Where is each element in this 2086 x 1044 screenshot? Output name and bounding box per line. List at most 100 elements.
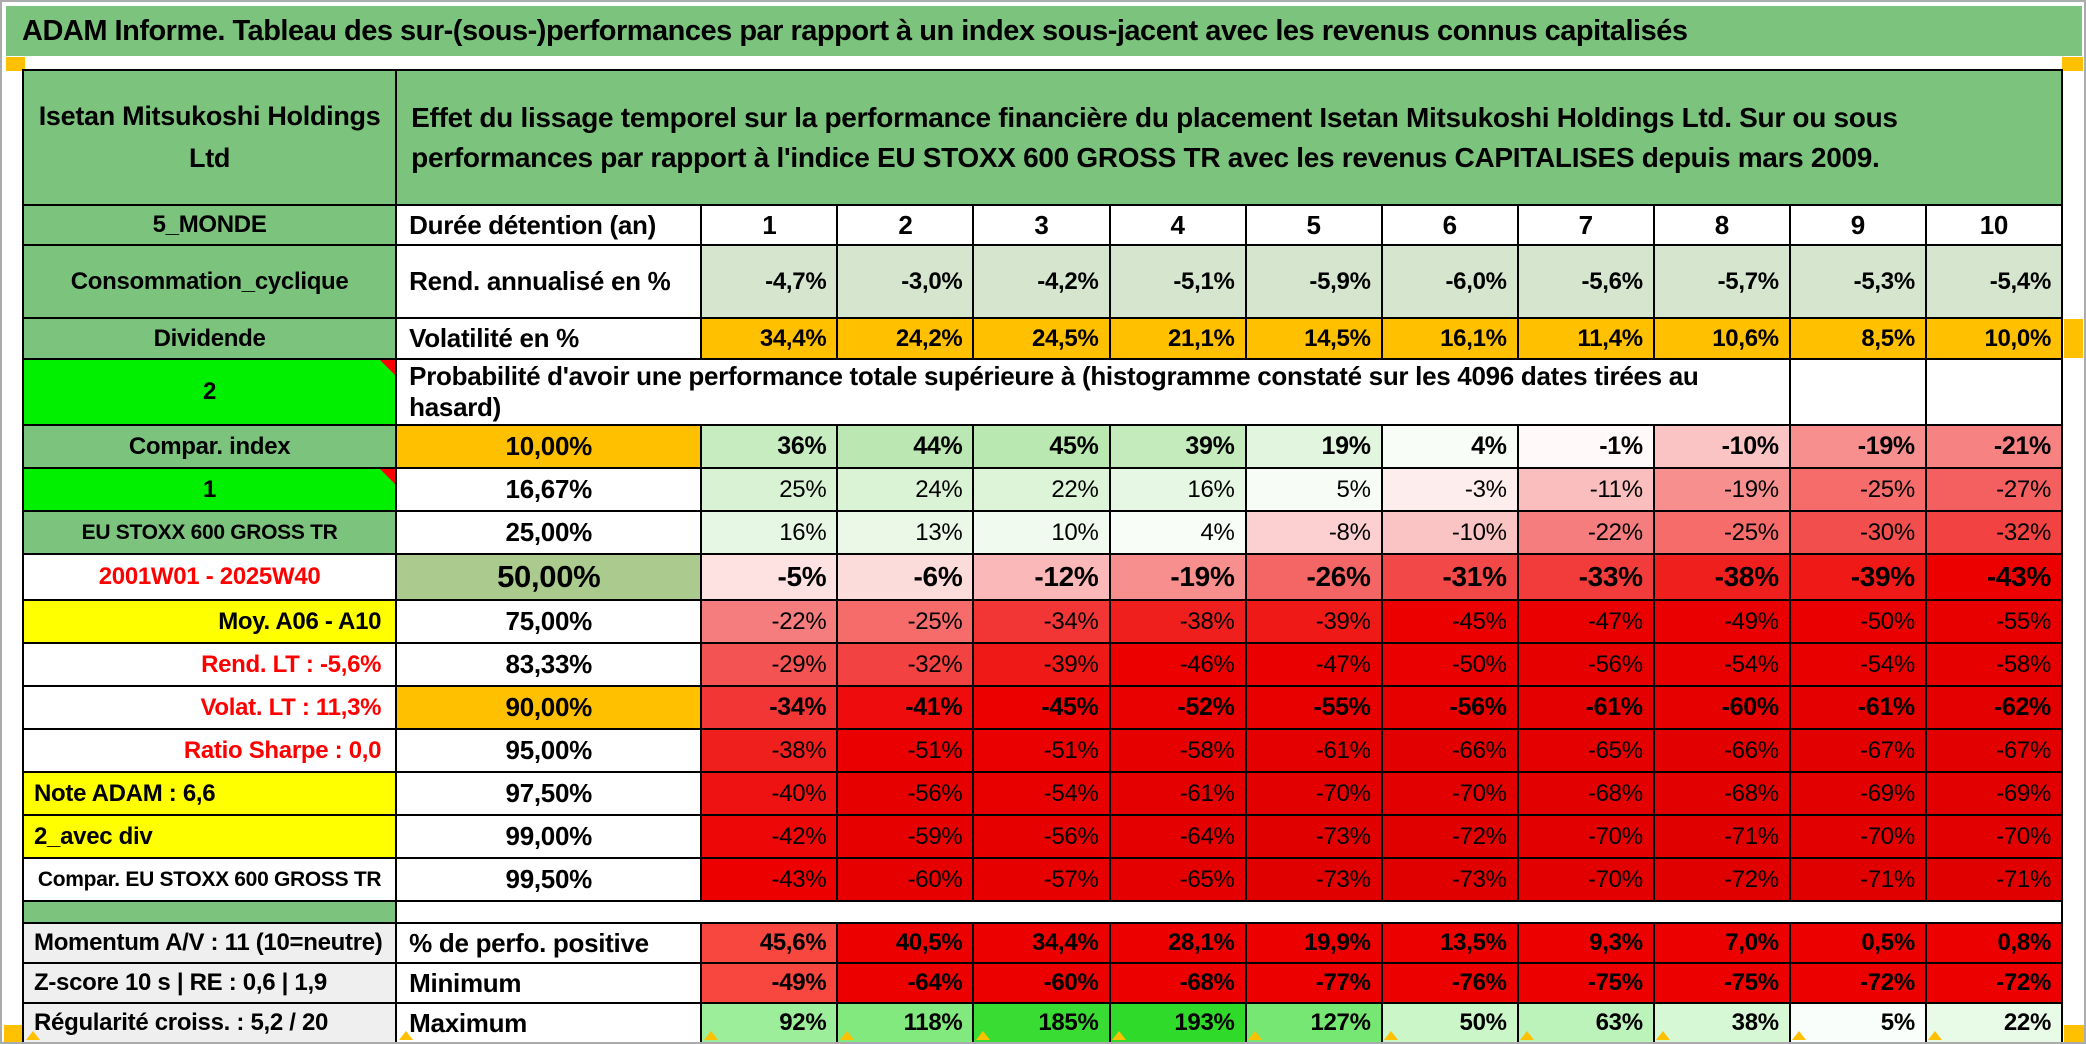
probability-threshold-cell[interactable]: 83,33%: [395, 642, 703, 687]
year-column-header[interactable]: 8: [1652, 204, 1791, 246]
row-label-a[interactable]: 1: [21, 467, 398, 512]
value-cell[interactable]: -3,0%: [836, 244, 975, 319]
row-label-b[interactable]: % de perfo. positive: [395, 922, 703, 964]
value-cell[interactable]: -70%: [1516, 814, 1655, 859]
value-cell[interactable]: -61%: [1788, 685, 1927, 730]
row-label-a[interactable]: Régularité croiss. : 5,2 / 20: [21, 1002, 398, 1042]
value-cell[interactable]: -71%: [1652, 814, 1791, 859]
value-cell[interactable]: -5,1%: [1108, 244, 1247, 319]
value-cell[interactable]: -47%: [1516, 599, 1655, 644]
value-cell[interactable]: -75%: [1516, 962, 1655, 1004]
value-cell[interactable]: -73%: [1244, 814, 1383, 859]
row-label-b[interactable]: Volatilité en %: [395, 317, 703, 360]
value-cell[interactable]: -58%: [1108, 728, 1247, 773]
value-cell[interactable]: -61%: [1108, 771, 1247, 816]
year-column-header[interactable]: 5: [1244, 204, 1383, 246]
value-cell[interactable]: -65%: [1516, 728, 1655, 773]
value-cell[interactable]: 127%: [1244, 1002, 1383, 1042]
value-cell[interactable]: -6%: [836, 553, 975, 601]
value-cell[interactable]: -34%: [700, 685, 839, 730]
value-cell[interactable]: 10%: [972, 510, 1111, 555]
value-cell[interactable]: -25%: [1788, 467, 1927, 512]
value-cell[interactable]: -19%: [1652, 467, 1791, 512]
value-cell[interactable]: -60%: [972, 962, 1111, 1004]
value-cell[interactable]: -38%: [1652, 553, 1791, 601]
value-cell[interactable]: -51%: [972, 728, 1111, 773]
value-cell[interactable]: -10%: [1652, 424, 1791, 469]
value-cell[interactable]: -12%: [972, 553, 1111, 601]
value-cell[interactable]: -32%: [836, 642, 975, 687]
value-cell[interactable]: -38%: [1108, 599, 1247, 644]
value-cell[interactable]: -46%: [1108, 642, 1247, 687]
probability-threshold-cell[interactable]: 90,00%: [395, 685, 703, 730]
value-cell[interactable]: -61%: [1244, 728, 1383, 773]
row-label-a[interactable]: EU STOXX 600 GROSS TR: [21, 510, 398, 555]
value-cell[interactable]: -69%: [1788, 771, 1927, 816]
value-cell[interactable]: -1%: [1516, 424, 1655, 469]
value-cell[interactable]: -56%: [1380, 685, 1519, 730]
probability-threshold-cell[interactable]: 50,00%: [395, 553, 703, 601]
value-cell[interactable]: -30%: [1788, 510, 1927, 555]
value-cell[interactable]: -49%: [700, 962, 839, 1004]
value-cell[interactable]: -72%: [1924, 962, 2064, 1004]
value-cell[interactable]: 10,0%: [1924, 317, 2064, 360]
value-cell[interactable]: -25%: [1652, 510, 1791, 555]
value-cell[interactable]: -55%: [1244, 685, 1383, 730]
row-label-b[interactable]: Maximum: [395, 1002, 703, 1042]
value-cell[interactable]: 118%: [836, 1002, 975, 1042]
value-cell[interactable]: -29%: [700, 642, 839, 687]
value-cell[interactable]: -68%: [1108, 962, 1247, 1004]
value-cell[interactable]: -77%: [1244, 962, 1383, 1004]
value-cell[interactable]: -43%: [1924, 553, 2064, 601]
value-cell[interactable]: -39%: [1788, 553, 1927, 601]
value-cell[interactable]: 24%: [836, 467, 975, 512]
value-cell[interactable]: -54%: [972, 771, 1111, 816]
year-column-header[interactable]: 7: [1516, 204, 1655, 246]
value-cell[interactable]: -5,7%: [1652, 244, 1791, 319]
value-cell[interactable]: 16,1%: [1380, 317, 1519, 360]
value-cell[interactable]: -8%: [1244, 510, 1383, 555]
value-cell[interactable]: 36%: [700, 424, 839, 469]
row-label-b[interactable]: Rend. annualisé en %: [395, 244, 703, 319]
value-cell[interactable]: -70%: [1924, 814, 2064, 859]
year-column-header[interactable]: 9: [1788, 204, 1927, 246]
value-cell[interactable]: -31%: [1380, 553, 1519, 601]
year-column-header[interactable]: 4: [1108, 204, 1247, 246]
year-column-header[interactable]: 1: [700, 204, 839, 246]
value-cell[interactable]: -27%: [1924, 467, 2064, 512]
value-cell[interactable]: -51%: [836, 728, 975, 773]
value-cell[interactable]: -73%: [1380, 857, 1519, 902]
value-cell[interactable]: -43%: [700, 857, 839, 902]
value-cell[interactable]: -60%: [1652, 685, 1791, 730]
value-cell[interactable]: -4,7%: [700, 244, 839, 319]
value-cell[interactable]: -59%: [836, 814, 975, 859]
value-cell[interactable]: -55%: [1924, 599, 2064, 644]
value-cell[interactable]: 19,9%: [1244, 922, 1383, 964]
value-cell[interactable]: -33%: [1516, 553, 1655, 601]
year-column-header[interactable]: 10: [1924, 204, 2064, 246]
value-cell[interactable]: -11%: [1516, 467, 1655, 512]
value-cell[interactable]: -38%: [700, 728, 839, 773]
row-label-a[interactable]: Volat. LT : 11,3%: [21, 685, 398, 730]
value-cell[interactable]: 24,2%: [836, 317, 975, 360]
value-cell[interactable]: -66%: [1652, 728, 1791, 773]
row-label-a[interactable]: Compar. EU STOXX 600 GROSS TR: [21, 857, 398, 902]
row-label-a[interactable]: Z-score 10 s | RE : 0,6 | 1,9: [21, 962, 398, 1004]
value-cell[interactable]: -57%: [972, 857, 1111, 902]
value-cell[interactable]: -73%: [1244, 857, 1383, 902]
probability-threshold-cell[interactable]: 99,50%: [395, 857, 703, 902]
value-cell[interactable]: -75%: [1652, 962, 1791, 1004]
value-cell[interactable]: -70%: [1244, 771, 1383, 816]
year-column-header[interactable]: 6: [1380, 204, 1519, 246]
probability-threshold-cell[interactable]: 10,00%: [395, 424, 703, 469]
row-label-a[interactable]: 2001W01 - 2025W40: [21, 553, 398, 601]
value-cell[interactable]: 92%: [700, 1002, 839, 1042]
value-cell[interactable]: -50%: [1788, 599, 1927, 644]
value-cell[interactable]: -5,4%: [1924, 244, 2064, 319]
value-cell[interactable]: -64%: [836, 962, 975, 1004]
value-cell[interactable]: 16%: [700, 510, 839, 555]
row-label-a[interactable]: 2: [21, 358, 398, 426]
value-cell[interactable]: 5%: [1244, 467, 1383, 512]
value-cell[interactable]: 45,6%: [700, 922, 839, 964]
value-cell[interactable]: -70%: [1516, 857, 1655, 902]
